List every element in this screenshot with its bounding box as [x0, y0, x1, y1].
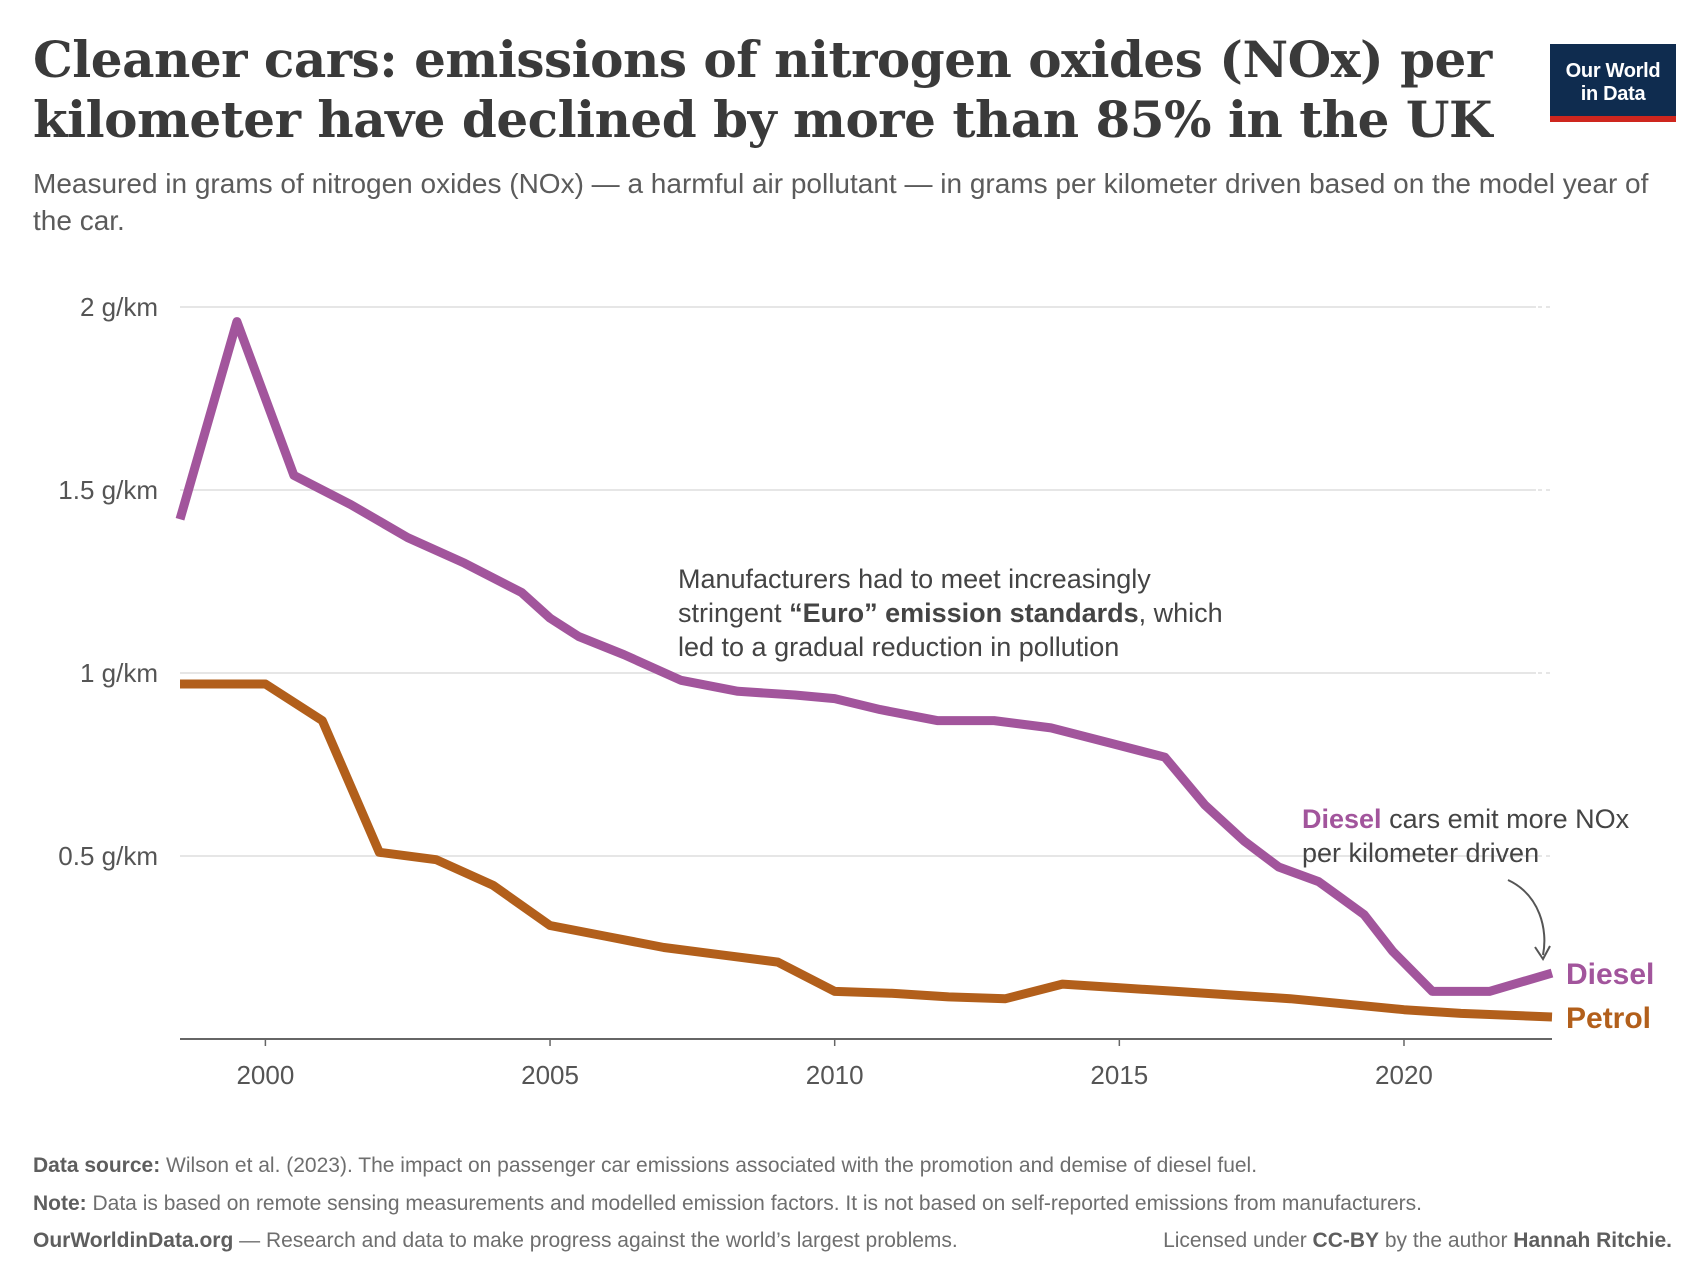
series-label-diesel: Diesel [1566, 958, 1654, 991]
chart-subtitle: Measured in grams of nitrogen oxides (NO… [33, 168, 1649, 236]
series-line-diesel[interactable] [175, 317, 1554, 996]
annotation-euro-standards: Manufacturers had to meet increasingly s… [678, 564, 1230, 662]
x-tick-label: 2005 [521, 1060, 579, 1090]
x-tick-label: 2000 [236, 1060, 294, 1090]
logo-text: Our World in Data [1565, 60, 1661, 105]
series-line-petrol[interactable] [180, 679, 1553, 1022]
arrow-head-icon [1534, 945, 1551, 961]
x-tick-label: 2020 [1375, 1060, 1433, 1090]
series-lines [175, 317, 1554, 1022]
footer-license: Licensed under CC-BY by the author Hanna… [1163, 1229, 1672, 1252]
series-labels: Diesel Petrol [1566, 958, 1654, 1035]
annotation-arrow [1507, 879, 1546, 956]
footer-source: Data source: Wilson et al. (2023). The i… [33, 1154, 1258, 1177]
x-tick-label: 2010 [806, 1060, 864, 1090]
y-tick-label: 0.5 g/km [58, 841, 158, 871]
x-tick-label: 2015 [1090, 1060, 1148, 1090]
y-tick-label: 1.5 g/km [58, 475, 158, 505]
series-label-petrol: Petrol [1566, 1002, 1651, 1035]
y-tick-label: 1 g/km [80, 658, 158, 688]
owid-logo[interactable]: Our World in Data [1550, 44, 1676, 122]
footer-note: Note: Data is based on remote sensing me… [33, 1192, 1422, 1215]
y-axis-ticks: 0.5 g/km 1 g/km 1.5 g/km 2 g/km [58, 292, 158, 871]
y-tick-label: 2 g/km [80, 292, 158, 322]
footer-site: OurWorldinData.org — Research and data t… [33, 1229, 958, 1252]
chart-title: Cleaner cars: emissions of nitrogen oxid… [33, 30, 1492, 149]
license-link[interactable]: CC-BY [1312, 1229, 1380, 1252]
x-axis-ticks: 2000 2005 2010 2015 2020 [236, 1039, 1433, 1090]
annotation-diesel-note: Diesel cars emit more NOx per kilometer … [1302, 804, 1637, 868]
site-link[interactable]: OurWorldinData.org [33, 1229, 234, 1252]
